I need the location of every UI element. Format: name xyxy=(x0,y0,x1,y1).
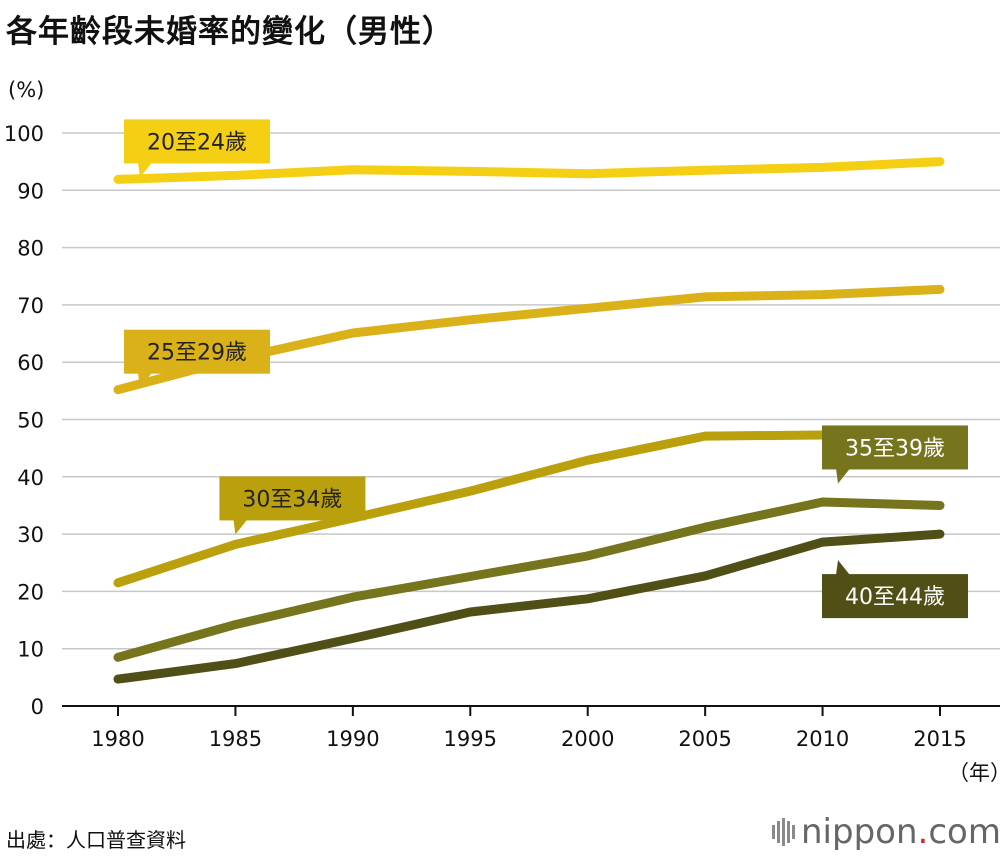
data-point xyxy=(586,554,590,558)
logo-tld: com xyxy=(928,812,1000,852)
y-tick-label: 40 xyxy=(17,466,44,490)
data-point xyxy=(233,542,237,546)
series-label-text: 40至44歲 xyxy=(845,585,945,610)
data-point xyxy=(116,177,120,181)
series-label-text: 25至29歲 xyxy=(147,341,247,366)
data-point xyxy=(233,173,237,177)
data-point xyxy=(703,525,707,529)
data-point xyxy=(351,331,355,335)
series-label-0: 20至24歲 xyxy=(124,119,270,178)
data-point xyxy=(116,677,120,681)
nippon-logo[interactable]: nippon. com xyxy=(772,812,1000,852)
series-line-4 xyxy=(113,529,945,684)
data-point xyxy=(468,489,472,493)
data-point xyxy=(586,597,590,601)
y-tick-label: 0 xyxy=(31,695,44,719)
data-point xyxy=(703,295,707,299)
y-tick-label: 30 xyxy=(17,523,44,547)
data-point xyxy=(468,575,472,579)
line-chart: 0 10 20 30 40 50 60 70 80 90 100 1980 1985 1990 1995 2… xyxy=(4,119,1000,751)
x-axis-unit: （年） xyxy=(948,761,1000,785)
data-point xyxy=(821,165,825,169)
y-tick-label: 70 xyxy=(17,294,44,318)
series-label-3: 35至39歲 xyxy=(822,425,968,484)
data-point xyxy=(938,503,942,507)
y-tick-label: 100 xyxy=(4,122,44,146)
data-point xyxy=(938,532,942,536)
y-tick-label: 20 xyxy=(17,580,44,604)
data-point xyxy=(233,662,237,666)
data-point xyxy=(586,458,590,462)
data-point xyxy=(821,540,825,544)
y-tick-label: 10 xyxy=(17,638,44,662)
data-point xyxy=(468,318,472,322)
series-label-1: 25至29歲 xyxy=(124,329,270,388)
data-point xyxy=(351,595,355,599)
x-tick-label: 1990 xyxy=(326,727,379,751)
logo-name: nippon xyxy=(801,812,918,852)
data-point xyxy=(116,388,120,392)
data-point xyxy=(821,293,825,297)
logo-bars-icon xyxy=(772,818,795,846)
data-point xyxy=(703,574,707,578)
data-point xyxy=(938,160,942,164)
x-tick-label: 2010 xyxy=(796,727,849,751)
data-point xyxy=(116,655,120,659)
series-label-text: 30至34歲 xyxy=(242,487,342,512)
series-line-2 xyxy=(113,430,945,588)
x-tick-label: 2000 xyxy=(561,727,614,751)
chart-title: 各年齡段未婚率的變化（男性） xyxy=(6,14,454,50)
data-point xyxy=(116,581,120,585)
y-axis-unit: (%) xyxy=(8,78,45,102)
data-point xyxy=(821,500,825,504)
series-label-text: 20至24歲 xyxy=(147,130,247,155)
series-label-4: 40至44歲 xyxy=(822,560,968,619)
data-point xyxy=(351,168,355,172)
x-tick-label: 1980 xyxy=(91,727,144,751)
data-point xyxy=(703,434,707,438)
source-note: 出處：人口普查資料 xyxy=(6,828,186,852)
data-point xyxy=(938,287,942,291)
logo-dot: . xyxy=(917,812,929,852)
y-tick-label: 60 xyxy=(17,351,44,375)
data-point xyxy=(468,610,472,614)
x-tick-label: 2005 xyxy=(678,727,731,751)
x-tick-label: 1995 xyxy=(444,727,497,751)
data-point xyxy=(351,636,355,640)
data-point xyxy=(233,623,237,627)
y-tick-label: 50 xyxy=(17,409,44,433)
series-line-3 xyxy=(113,497,945,662)
y-tick-label: 90 xyxy=(17,179,44,203)
series-line-0 xyxy=(113,157,945,184)
x-tick-label: 1985 xyxy=(209,727,262,751)
series-label-text: 35至39歲 xyxy=(845,436,945,461)
data-point xyxy=(468,169,472,173)
y-tick-label: 80 xyxy=(17,237,44,261)
series-label-2: 30至34歲 xyxy=(219,476,366,535)
data-point xyxy=(586,172,590,176)
data-point xyxy=(703,168,707,172)
x-tick-label: 2015 xyxy=(913,727,966,751)
data-point xyxy=(586,306,590,310)
